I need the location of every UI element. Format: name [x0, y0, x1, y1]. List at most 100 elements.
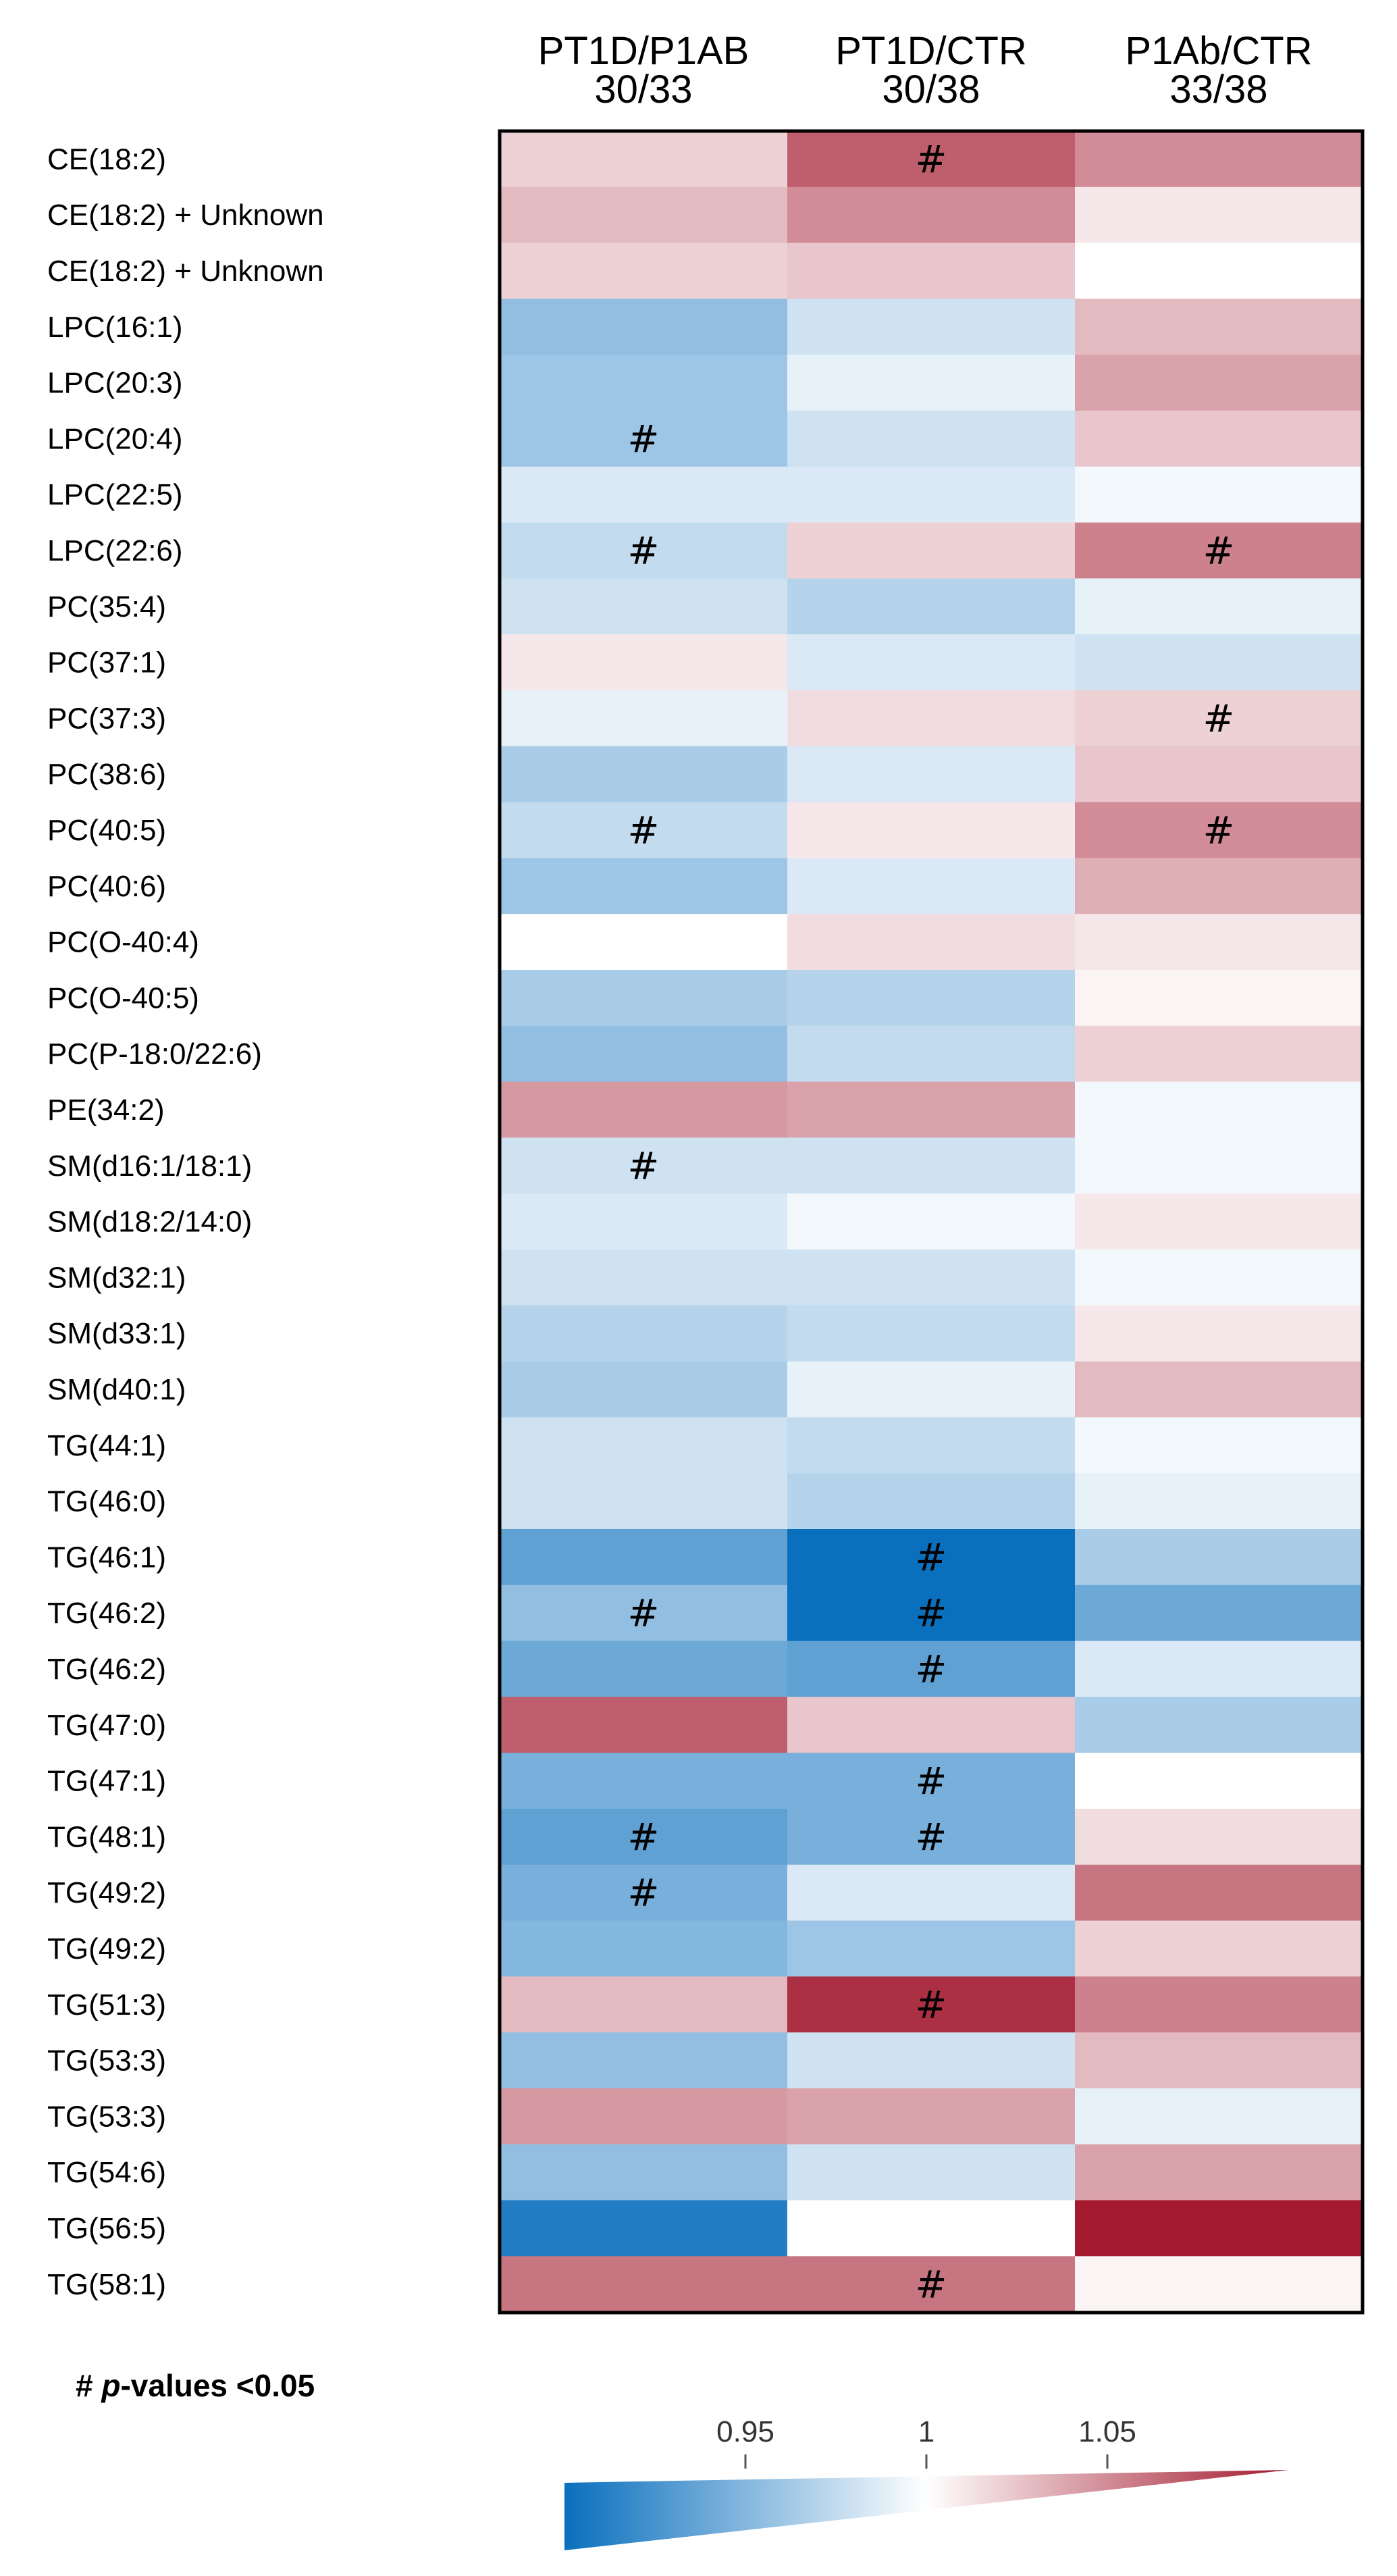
heatmap-cell	[500, 1529, 788, 1586]
significance-mark: #	[1203, 697, 1235, 741]
heatmap-cell	[1075, 1697, 1363, 1753]
significance-mark: #	[628, 530, 660, 573]
significance-mark: #	[916, 2263, 947, 2307]
heatmap-cell	[787, 1529, 1076, 1586]
heatmap-cell	[500, 466, 788, 523]
row-label: TG(58:1)	[47, 2268, 166, 2301]
row-label: LPC(22:6)	[47, 534, 183, 567]
row-label: TG(47:1)	[47, 1765, 166, 1798]
heatmap-cell	[787, 2200, 1076, 2257]
heatmap-cell	[787, 186, 1076, 244]
row-label: SM(d16:1/18:1)	[47, 1150, 252, 1183]
significance-note-marker: #	[76, 2368, 93, 2403]
significance-mark: #	[628, 1872, 660, 1915]
heatmap-cell	[787, 411, 1076, 467]
legend-tick-label: 0.95	[716, 2415, 774, 2448]
heatmap-cell	[500, 411, 788, 467]
column-header-name: P1Ab/CTR	[1125, 29, 1312, 73]
heatmap-cell	[787, 299, 1076, 355]
significance-mark: #	[916, 1984, 947, 2028]
row-label: TG(53:3)	[47, 2100, 166, 2133]
significance-mark: #	[916, 1760, 947, 1804]
heatmap-cell	[787, 1697, 1076, 1753]
heatmap-cell	[1075, 2032, 1363, 2089]
row-label: TG(46:2)	[47, 1597, 166, 1630]
row-label: PC(40:5)	[47, 814, 166, 847]
heatmap-cell	[787, 1081, 1076, 1138]
heatmap-cell	[787, 1976, 1076, 2033]
legend-tick-label: 1.05	[1078, 2415, 1136, 2448]
heatmap-cell	[787, 1417, 1076, 1474]
significance-mark: #	[628, 1592, 660, 1636]
heatmap-cell	[500, 746, 788, 803]
heatmap-cell	[1075, 746, 1363, 803]
heatmap-cell	[787, 466, 1076, 523]
heatmap-cell	[1075, 914, 1363, 971]
row-label: PC(37:1)	[47, 646, 166, 679]
significance-mark: #	[1203, 809, 1235, 853]
row-label: TG(46:2)	[47, 1653, 166, 1686]
heatmap-cell	[1075, 1976, 1363, 2033]
heatmap-cell	[500, 578, 788, 635]
row-label: PC(35:4)	[47, 590, 166, 623]
heatmap-cell	[787, 522, 1076, 579]
heatmap-cell	[1075, 522, 1363, 579]
row-label: LPC(22:5)	[47, 478, 183, 511]
heatmap-cell	[1075, 1473, 1363, 1530]
row-label: TG(51:3)	[47, 1988, 166, 2021]
heatmap-cells	[500, 131, 1363, 2313]
heatmap-cell	[787, 2088, 1076, 2145]
row-label: PC(P-18:0/22:6)	[47, 1037, 262, 1071]
significance-mark: #	[916, 138, 947, 182]
row-label: CE(18:2) + Unknown	[47, 255, 324, 288]
row-label: PC(O-40:5)	[47, 981, 199, 1014]
heatmap-cell	[787, 2032, 1076, 2089]
heatmap-cell	[500, 914, 788, 971]
heatmap-cell	[500, 1081, 788, 1138]
legend-tick-label: 1	[918, 2415, 934, 2448]
heatmap-cell	[787, 131, 1076, 188]
heatmap-cell	[500, 1641, 788, 1697]
row-label: SM(d18:2/14:0)	[47, 1206, 252, 1239]
row-label: PC(38:6)	[47, 758, 166, 791]
heatmap-cell	[787, 2144, 1076, 2201]
row-label: TG(56:5)	[47, 2212, 166, 2245]
heatmap-cell	[500, 522, 788, 579]
row-label: TG(46:1)	[47, 1541, 166, 1574]
heatmap-cell	[1075, 2200, 1363, 2257]
heatmap-cell	[787, 355, 1076, 411]
heatmap-cell	[500, 1473, 788, 1530]
heatmap-cell	[500, 299, 788, 355]
heatmap-cell	[1075, 1641, 1363, 1697]
row-label: LPC(16:1)	[47, 311, 183, 344]
heatmap-cell	[1075, 1361, 1363, 1418]
heatmap-cell	[500, 1137, 788, 1194]
heatmap-cell	[787, 970, 1076, 1027]
heatmap-cell	[787, 2256, 1076, 2313]
heatmap-cell	[500, 858, 788, 915]
row-label: TG(53:3)	[47, 2044, 166, 2078]
heatmap-cell	[1075, 2256, 1363, 2313]
heatmap-cell	[787, 242, 1076, 299]
heatmap-cell	[500, 131, 788, 188]
row-label: TG(49:2)	[47, 1932, 166, 1965]
significance-mark: #	[628, 809, 660, 853]
heatmap-cell	[787, 634, 1076, 691]
row-label: TG(54:6)	[47, 2156, 166, 2189]
significance-marks: # # # # # # # # # # # # # # # # # #	[628, 138, 1235, 2307]
row-label: SM(d32:1)	[47, 1261, 186, 1294]
heatmap-cell	[500, 2088, 788, 2145]
heatmap-cell	[500, 1417, 788, 1474]
row-label: TG(46:0)	[47, 1485, 166, 1518]
significance-mark: #	[628, 1145, 660, 1189]
heatmap-cell	[1075, 634, 1363, 691]
row-label: PC(40:6)	[47, 870, 166, 903]
significance-note-p: p	[101, 2368, 121, 2403]
heatmap-cell	[500, 1585, 788, 1642]
heatmap-cell	[1075, 2144, 1363, 2201]
row-label: LPC(20:4)	[47, 422, 183, 455]
heatmap-cell	[1075, 1305, 1363, 1362]
heatmap-cell	[1075, 1920, 1363, 1977]
row-label: TG(48:1)	[47, 1820, 166, 1853]
